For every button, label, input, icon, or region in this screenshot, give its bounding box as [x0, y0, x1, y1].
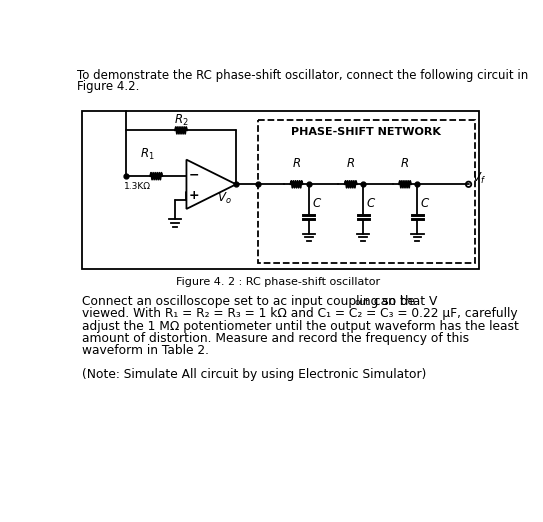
Bar — [82, 111, 478, 269]
Text: $R_1$: $R_1$ — [141, 147, 155, 162]
Text: Connect an oscilloscope set to ac input coupling so that V: Connect an oscilloscope set to ac input … — [82, 295, 437, 308]
Text: PHASE-SHIFT NETWORK: PHASE-SHIFT NETWORK — [291, 126, 441, 137]
Text: −: − — [189, 169, 199, 182]
Text: 1.3KΩ: 1.3KΩ — [124, 182, 151, 191]
Text: Figure 4.2.: Figure 4.2. — [77, 80, 140, 93]
Text: Figure 4. 2 : RC phase-shift oscillator: Figure 4. 2 : RC phase-shift oscillator — [176, 277, 380, 287]
Text: $V_o$: $V_o$ — [217, 191, 232, 206]
Text: adjust the 1 MΩ potentiometer until the output waveform has the least: adjust the 1 MΩ potentiometer until the … — [82, 320, 519, 333]
Text: To demonstrate the RC phase-shift oscillator, connect the following circuit in: To demonstrate the RC phase-shift oscill… — [77, 69, 528, 82]
Text: +: + — [189, 188, 199, 201]
Text: (Note: Simulate All circuit by using Electronic Simulator): (Note: Simulate All circuit by using Ele… — [82, 367, 426, 381]
Text: waveform in Table 2.: waveform in Table 2. — [82, 345, 209, 358]
Text: $C$: $C$ — [312, 197, 322, 210]
Text: $R$: $R$ — [346, 157, 355, 170]
Text: $C$: $C$ — [420, 197, 431, 210]
Text: out: out — [355, 298, 369, 307]
Text: $R$: $R$ — [401, 157, 409, 170]
Text: $R_2$: $R_2$ — [174, 113, 188, 128]
Text: $V_f$: $V_f$ — [472, 171, 485, 186]
Text: can be: can be — [370, 295, 415, 308]
Text: viewed. With R₁ = R₂ = R₃ = 1 kΩ and C₁ = C₂ = C₃ = 0.22 μF, carefully: viewed. With R₁ = R₂ = R₃ = 1 kΩ and C₁ … — [82, 307, 517, 321]
Text: $C$: $C$ — [366, 197, 376, 210]
Text: $R$: $R$ — [292, 157, 301, 170]
Text: amount of distortion. Measure and record the frequency of this: amount of distortion. Measure and record… — [82, 332, 469, 345]
Bar — [258, 121, 475, 263]
